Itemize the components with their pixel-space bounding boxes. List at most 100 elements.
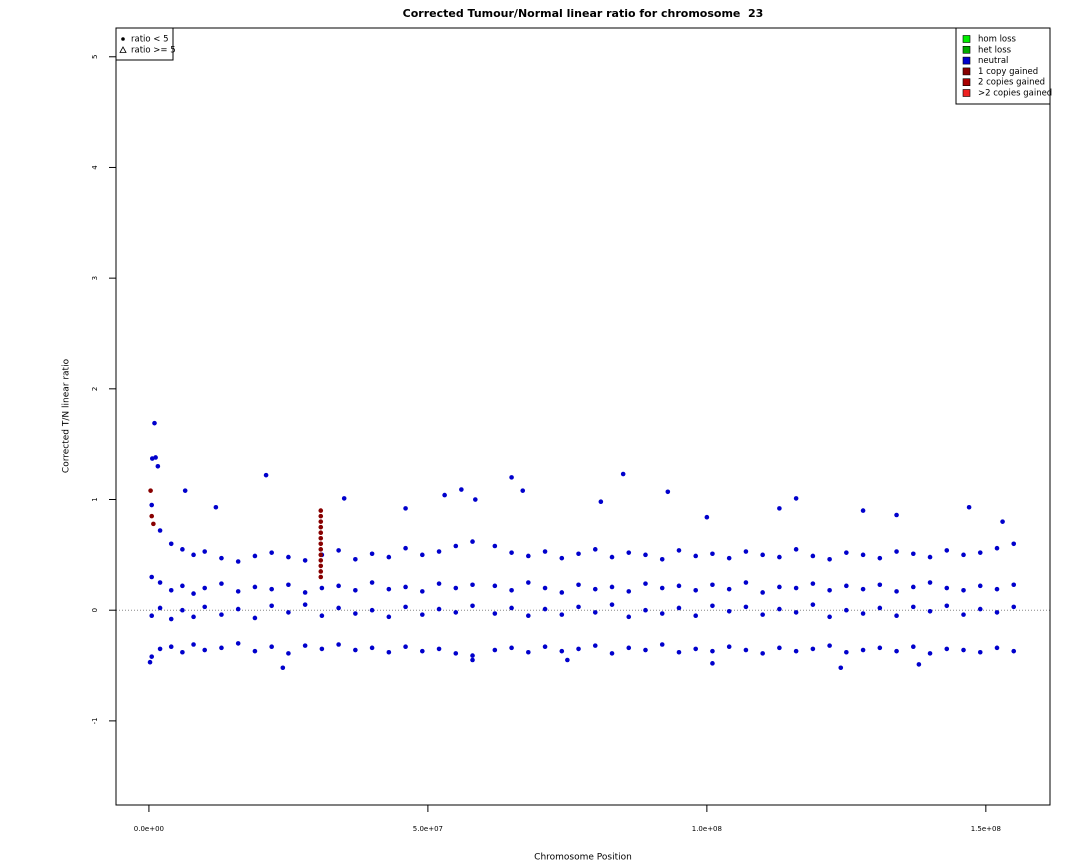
data-point: [318, 508, 324, 513]
data-point: [219, 555, 224, 561]
data-point: [336, 548, 341, 553]
data-point: [777, 584, 782, 590]
data-point: [492, 647, 498, 653]
data-point: [336, 605, 341, 611]
data-point: [318, 574, 324, 580]
data-point: [793, 610, 799, 615]
y-axis-label: Corrected T/N linear ratio: [62, 358, 72, 473]
data-point: [318, 519, 324, 524]
data-point: [927, 580, 933, 585]
data-point: [743, 604, 749, 610]
data-point: [420, 648, 425, 654]
y-tick-label: -1: [91, 717, 99, 724]
data-point: [592, 643, 598, 648]
data-point: [542, 644, 548, 650]
data-point: [420, 589, 425, 594]
legend-label: het loss: [978, 45, 1012, 55]
data-point: [659, 556, 665, 562]
data-point: [353, 587, 358, 593]
data-point: [318, 552, 324, 558]
data-point: [149, 502, 155, 508]
data-point: [777, 554, 782, 560]
data-point: [659, 611, 665, 616]
data-point: [470, 657, 475, 663]
data-point: [743, 580, 749, 585]
data-point: [760, 612, 765, 617]
data-point: [542, 549, 548, 554]
data-point: [202, 585, 208, 591]
data-point: [403, 584, 408, 590]
data-point: [944, 646, 950, 652]
y-tick-label: 5: [91, 55, 99, 59]
data-point: [336, 642, 341, 647]
data-point: [911, 584, 916, 590]
data-point: [726, 644, 732, 650]
data-point: [302, 643, 308, 648]
data-point: [894, 648, 899, 654]
data-point: [777, 645, 782, 651]
data-point: [403, 644, 408, 650]
x-tick-label: 1.5e+08: [971, 825, 1001, 833]
data-point: [168, 587, 174, 593]
data-point: [710, 648, 715, 654]
data-point: [665, 489, 671, 495]
data-point: [844, 607, 849, 613]
data-point: [319, 585, 325, 591]
data-point: [520, 488, 526, 493]
data-point: [369, 645, 375, 651]
data-point: [509, 587, 514, 593]
data-point: [453, 651, 459, 656]
data-point: [827, 614, 832, 620]
data-point: [994, 545, 1000, 551]
data-point: [470, 653, 475, 658]
data-point: [559, 612, 565, 617]
data-point: [877, 555, 883, 561]
data-point: [318, 530, 324, 536]
data-point: [743, 647, 749, 653]
legend-label: >2 copies gained: [978, 89, 1052, 99]
data-point: [286, 582, 291, 588]
data-point: [180, 583, 185, 589]
legend-swatch: [962, 35, 971, 43]
data-point: [894, 549, 899, 554]
data-point: [509, 605, 514, 611]
data-point: [793, 496, 799, 501]
data-point: [1011, 648, 1017, 654]
data-point: [961, 587, 966, 593]
data-point: [944, 585, 950, 591]
data-point: [609, 602, 615, 607]
data-point: [911, 644, 916, 650]
data-point: [576, 582, 581, 588]
data-point: [202, 549, 208, 554]
data-point: [760, 651, 765, 656]
data-point: [318, 558, 324, 563]
data-point: [318, 563, 324, 569]
data-point: [626, 614, 632, 620]
data-point: [157, 580, 163, 585]
data-point: [147, 659, 153, 665]
data-point: [961, 647, 966, 653]
data-point: [526, 613, 531, 619]
legend-label: 2 copies gained: [978, 78, 1045, 88]
data-point: [168, 616, 174, 622]
data-point: [977, 606, 983, 612]
data-point: [509, 550, 514, 555]
y-tick-label: 3: [91, 276, 99, 280]
data-point: [526, 580, 531, 585]
data-point: [860, 508, 866, 513]
data-point: [235, 606, 241, 612]
legend-swatch: [962, 78, 971, 86]
data-point: [911, 551, 916, 557]
data-point: [202, 604, 208, 610]
data-point: [676, 583, 682, 589]
data-point: [302, 602, 308, 607]
data-point: [659, 585, 665, 591]
data-point: [459, 487, 464, 492]
data-point: [453, 543, 459, 549]
data-point: [1011, 582, 1017, 588]
data-point: [369, 607, 375, 613]
data-point: [473, 497, 478, 502]
data-point: [319, 613, 325, 619]
data-point: [151, 521, 156, 527]
legend-swatch: [962, 67, 971, 76]
